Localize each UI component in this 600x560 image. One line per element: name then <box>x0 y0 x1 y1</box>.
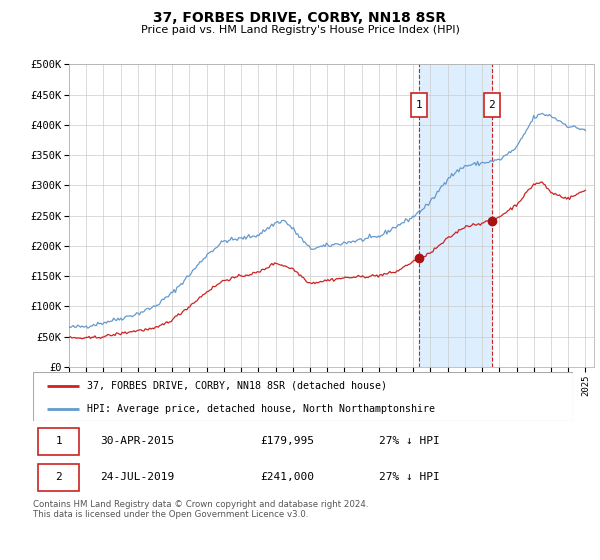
Text: 2: 2 <box>56 472 62 482</box>
Text: Contains HM Land Registry data © Crown copyright and database right 2024.
This d: Contains HM Land Registry data © Crown c… <box>33 500 368 519</box>
Text: £241,000: £241,000 <box>260 472 314 482</box>
Text: 24-JUL-2019: 24-JUL-2019 <box>101 472 175 482</box>
Text: 37, FORBES DRIVE, CORBY, NN18 8SR: 37, FORBES DRIVE, CORBY, NN18 8SR <box>154 11 446 25</box>
Bar <box>38 464 79 491</box>
Text: Price paid vs. HM Land Registry's House Price Index (HPI): Price paid vs. HM Land Registry's House … <box>140 25 460 35</box>
Text: 1: 1 <box>56 436 62 446</box>
Text: 27% ↓ HPI: 27% ↓ HPI <box>379 472 439 482</box>
Bar <box>419 64 492 367</box>
Text: 27% ↓ HPI: 27% ↓ HPI <box>379 436 439 446</box>
Text: 1: 1 <box>416 100 422 110</box>
Text: 30-APR-2015: 30-APR-2015 <box>101 436 175 446</box>
Bar <box>38 428 79 455</box>
Text: £179,995: £179,995 <box>260 436 314 446</box>
Text: HPI: Average price, detached house, North Northamptonshire: HPI: Average price, detached house, Nort… <box>87 404 435 414</box>
Text: 2: 2 <box>488 100 495 110</box>
Text: 37, FORBES DRIVE, CORBY, NN18 8SR (detached house): 37, FORBES DRIVE, CORBY, NN18 8SR (detac… <box>87 381 387 391</box>
